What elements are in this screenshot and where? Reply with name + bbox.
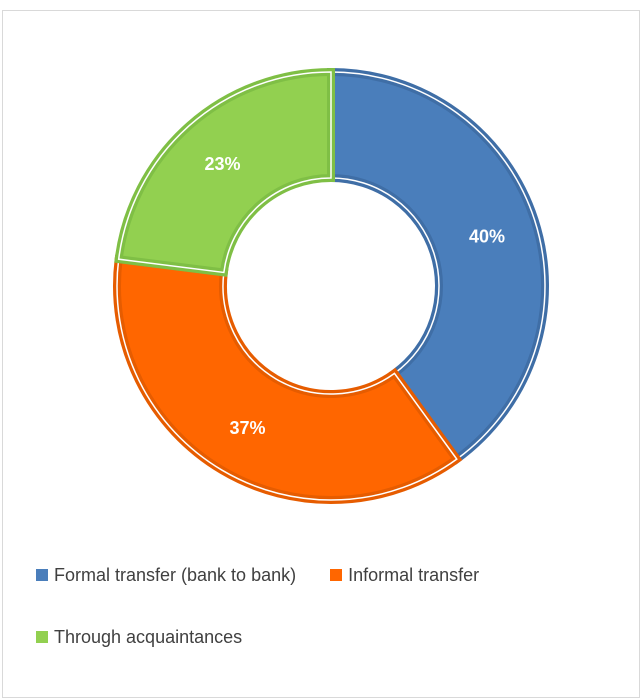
- slice-label-formal-transfer: 40%: [469, 226, 505, 246]
- slice-through-acquaintances-edge: [117, 71, 332, 274]
- legend: Formal transfer (bank to bank) Informal …: [36, 560, 616, 684]
- slice-formal-transfer-edge: [330, 71, 546, 461]
- slice-labels: 40% 37% 23%: [204, 154, 505, 438]
- legend-label-formal-transfer: Formal transfer (bank to bank): [54, 564, 297, 585]
- legend-item-informal-transfer: Informal transfer: [330, 565, 479, 586]
- legend-swatch-informal-transfer: [330, 569, 343, 581]
- legend-label-informal-transfer: Informal transfer: [348, 564, 480, 585]
- legend-row: Through acquaintances: [36, 622, 616, 652]
- legend-label-through-acquaintances: Through acquaintances: [54, 626, 243, 647]
- legend-item-formal-transfer: Formal transfer (bank to bank): [36, 565, 296, 586]
- slices: [113, 67, 549, 504]
- slice-label-through-acquaintances: 23%: [204, 154, 240, 174]
- slice-label-informal-transfer: 37%: [229, 418, 265, 438]
- slice-informal-transfer-edge: [116, 258, 458, 501]
- legend-swatch-through-acquaintances: [36, 631, 48, 643]
- legend-item-through-acquaintances: Through acquaintances: [36, 627, 242, 648]
- legend-swatch-formal-transfer: [36, 569, 48, 581]
- legend-row: Formal transfer (bank to bank) Informal …: [36, 560, 616, 590]
